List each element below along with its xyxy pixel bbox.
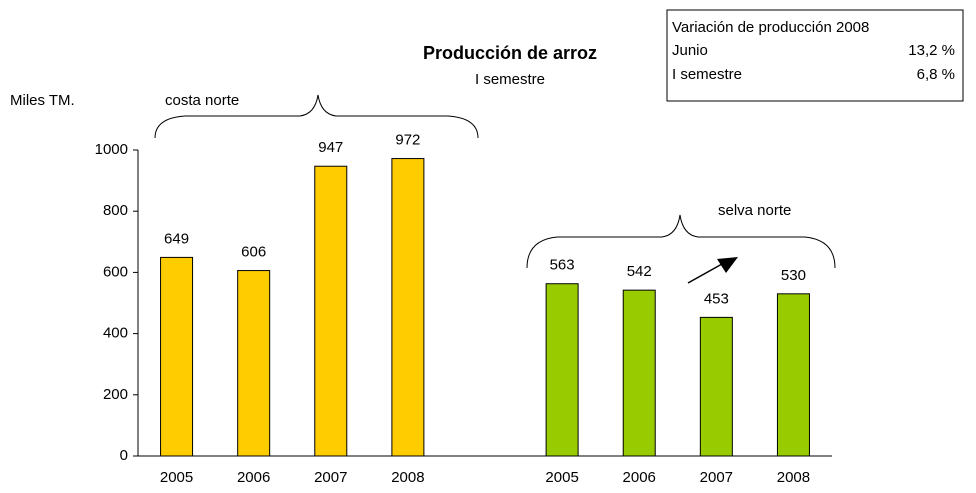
bar <box>699 316 733 457</box>
y-axis-label: Miles TM. <box>10 92 75 109</box>
x-tick-label: 2006 <box>237 469 270 486</box>
y-tick-label: 1000 <box>95 141 128 158</box>
data-label: 453 <box>704 290 729 307</box>
chart-title: Producción de arroz <box>423 43 597 63</box>
y-tick-label: 600 <box>103 263 128 280</box>
data-label: 530 <box>781 267 806 284</box>
arrow-head <box>717 257 738 273</box>
bar <box>160 256 194 457</box>
arrow <box>687 263 723 284</box>
x-tick-label: 2005 <box>160 469 193 486</box>
x-tick-label: 2006 <box>623 469 656 486</box>
bar <box>622 289 656 457</box>
x-tick-label: 2007 <box>314 469 347 486</box>
bar <box>237 270 271 457</box>
brace <box>154 94 479 139</box>
bar <box>314 165 348 457</box>
chart-subtitle: I semestre <box>475 71 545 88</box>
y-tick-label: 400 <box>103 325 128 342</box>
info-label: Junio <box>672 42 708 59</box>
y-tick-label: 0 <box>120 447 128 464</box>
group-label: costa norte <box>165 92 239 109</box>
bar <box>776 293 810 457</box>
group-label: selva norte <box>718 202 791 219</box>
data-label: 606 <box>241 244 266 261</box>
data-label: 542 <box>627 263 652 280</box>
bar <box>391 158 425 457</box>
info-title: Variación de producción 2008 <box>672 19 869 36</box>
x-tick-label: 2007 <box>700 469 733 486</box>
brace <box>526 214 836 269</box>
x-tick-label: 2008 <box>391 469 424 486</box>
data-label: 649 <box>164 230 189 247</box>
data-label: 563 <box>550 257 575 274</box>
info-value: 13,2 % <box>908 42 955 59</box>
x-tick-label: 2005 <box>545 469 578 486</box>
info-label: I semestre <box>672 66 742 83</box>
y-tick-label: 200 <box>103 386 128 403</box>
x-tick-label: 2008 <box>777 469 810 486</box>
bar <box>545 283 579 457</box>
info-value: 6,8 % <box>917 66 955 83</box>
data-label: 947 <box>318 139 343 156</box>
info-box <box>666 9 964 102</box>
y-tick-label: 800 <box>103 202 128 219</box>
data-label: 972 <box>395 132 420 149</box>
